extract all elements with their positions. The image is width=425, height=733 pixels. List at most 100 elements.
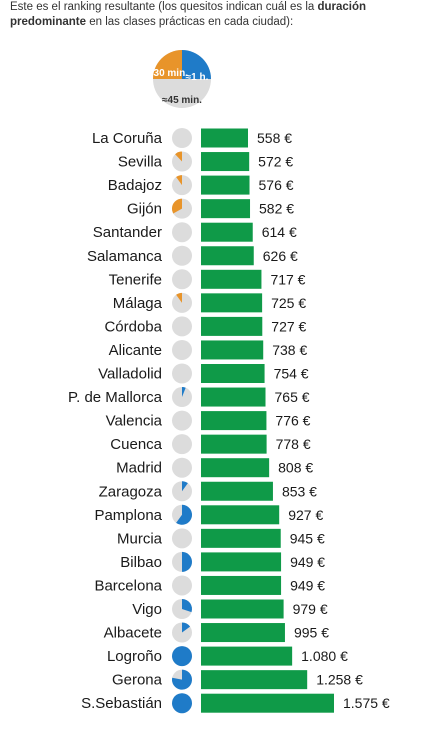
legend-orange-label: ≈30 min. — [148, 68, 188, 79]
intro-text-after: en las clases prácticas en cada ciudad): — [86, 16, 294, 28]
row-pie-grey-slice — [172, 128, 192, 148]
city-label: Salamanca — [87, 248, 163, 265]
chart-row: Alicante 738 € — [109, 339, 307, 360]
value-bar — [201, 575, 282, 595]
row-pie-orange-slice — [172, 198, 182, 214]
city-label: Tenerife — [109, 271, 162, 288]
chart-row: Barcelona 949 € — [94, 575, 325, 596]
city-label: Valencia — [106, 413, 163, 430]
chart-row: Valladolid 754 € — [98, 363, 309, 384]
value-label: 738 € — [272, 342, 307, 358]
value-label: 576 € — [259, 177, 294, 193]
chart-row: Murcia 945 € — [117, 528, 325, 549]
chart-row: Tenerife 717 € — [109, 269, 306, 290]
intro-text: Este es el ranking resultante (los quesi… — [10, 0, 420, 30]
city-label: P. de Mallorca — [68, 389, 163, 406]
row-pie-grey-slice — [172, 363, 192, 384]
value-bar — [201, 387, 266, 407]
value-bar — [201, 340, 264, 360]
chart-row: Córdoba 727 € — [104, 316, 307, 337]
row-pie-orange-slice — [176, 175, 182, 186]
value-label: 995 € — [294, 625, 329, 641]
value-bar — [201, 458, 270, 478]
city-label: Córdoba — [104, 318, 162, 335]
chart-row: Cuenca 778 € — [110, 434, 311, 455]
value-label: 853 € — [282, 483, 317, 499]
legend-blue-slice — [182, 50, 211, 79]
legend-blue-label: ≈1 h. — [186, 72, 209, 83]
value-label: 717 € — [270, 271, 305, 287]
value-label: 765 € — [275, 389, 310, 405]
value-bar — [201, 269, 262, 289]
row-pie-blue-slice — [182, 622, 191, 633]
chart-row: Málaga 725 € — [113, 292, 306, 313]
value-label: 927 € — [288, 507, 323, 523]
value-bar — [201, 246, 254, 266]
chart-row: Logroño 1.080 € — [107, 646, 348, 667]
chart-row: La Coruña 558 € — [92, 128, 292, 148]
chart-row: Valencia 776 € — [106, 410, 311, 431]
intro-text-before: Este es el ranking resultante (los quesi… — [10, 1, 318, 13]
value-bar — [201, 646, 293, 666]
city-label: Bilbao — [120, 554, 162, 571]
value-label: 754 € — [274, 366, 309, 382]
chart-row: Vigo 979 € — [132, 599, 328, 619]
row-pie-grey-slice — [172, 245, 192, 266]
legend-grey-label: ≈45 min. — [162, 95, 202, 106]
chart-row: Santander 614 € — [93, 222, 297, 243]
value-bar — [201, 364, 265, 383]
city-label: Cuenca — [110, 436, 162, 453]
value-label: 776 € — [275, 413, 310, 429]
row-pie-blue-slice — [176, 504, 192, 525]
city-label: Santander — [93, 224, 162, 241]
row-pie-grey-slice — [172, 528, 192, 549]
chart-row: Bilbao 949 € — [120, 551, 325, 572]
value-bar — [201, 670, 308, 690]
city-label: La Coruña — [92, 130, 163, 147]
value-label: 1.575 € — [343, 695, 390, 711]
chart-row: Zaragoza 853 € — [99, 481, 317, 502]
intro-text-bold: duración predominante — [10, 1, 367, 28]
value-label: 778 € — [276, 436, 311, 452]
value-bar — [201, 175, 250, 195]
value-bar — [201, 222, 253, 242]
row-pie-orange-slice — [175, 151, 182, 162]
city-label: Gerona — [112, 672, 163, 689]
value-bar — [201, 623, 285, 643]
value-label: 808 € — [278, 460, 313, 476]
city-label: Zaragoza — [99, 483, 163, 500]
chart-row: Pamplona 927 € — [94, 504, 323, 525]
chart-row: P. de Mallorca 765 € — [68, 387, 310, 408]
row-pie-grey-slice — [172, 269, 192, 290]
value-bar — [201, 481, 273, 501]
value-label: 949 € — [290, 554, 325, 570]
value-label: 945 € — [290, 530, 325, 546]
row-pie-blue-slice — [182, 481, 188, 492]
value-label: 949 € — [290, 577, 325, 593]
row-pie-blue-slice — [182, 599, 192, 613]
chart-row: Salamanca 626 € — [87, 245, 298, 266]
chart-row: Albacete 995 € — [104, 622, 329, 643]
value-label: 979 € — [293, 601, 328, 617]
city-label: Sevilla — [118, 154, 163, 171]
city-label: Murcia — [117, 530, 163, 547]
legend-pie — [153, 50, 211, 108]
city-label: Alicante — [109, 342, 162, 359]
value-bar — [201, 199, 251, 219]
row-pie-blue-slice — [172, 646, 192, 667]
value-bar — [201, 599, 284, 619]
value-bar — [201, 693, 334, 713]
row-pie-blue-slice — [182, 551, 192, 572]
city-label: Vigo — [132, 601, 162, 618]
chart-row: Madrid 808 € — [116, 457, 313, 478]
legend-orange-slice — [153, 50, 182, 79]
city-label: Badajoz — [108, 177, 162, 194]
chart-row: Sevilla 572 € — [118, 151, 293, 172]
value-bar — [201, 128, 248, 148]
row-pie-grey-slice — [172, 457, 192, 478]
value-bar — [201, 152, 250, 172]
row-pie-blue-slice — [182, 387, 186, 398]
value-bar — [201, 316, 263, 336]
row-pie-grey-slice — [172, 316, 192, 337]
